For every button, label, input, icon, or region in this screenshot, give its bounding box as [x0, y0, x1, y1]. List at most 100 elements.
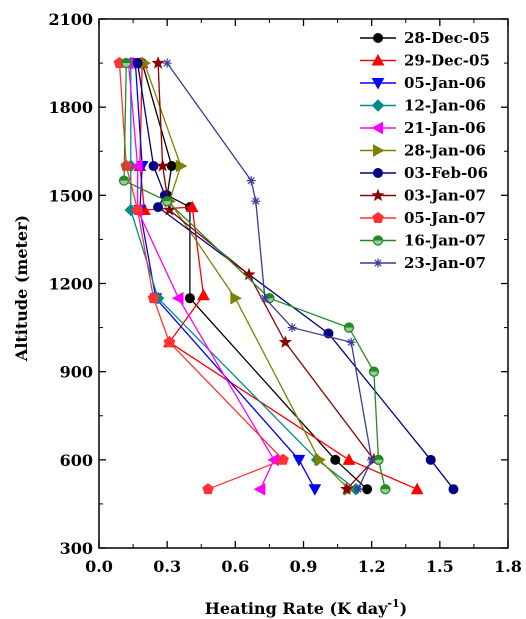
series-16-Jan-07 [118, 57, 391, 495]
x-tick-label: 0.0 [85, 557, 113, 576]
legend-label: 05-Jan-07 [404, 209, 486, 227]
legend-label: 21-Jan-06 [404, 119, 486, 137]
y-tick-label: 2100 [48, 10, 93, 29]
y-tick-label: 1800 [48, 98, 93, 117]
legend-label: 28-Dec-05 [404, 29, 490, 47]
y-tick-label: 300 [60, 539, 93, 558]
legend-item: 03-Feb-06 [360, 164, 488, 182]
x-tick-label: 1.2 [358, 557, 386, 576]
series-layer [113, 56, 459, 496]
data-point [314, 453, 326, 467]
data-point [346, 337, 356, 347]
data-point [368, 366, 380, 377]
data-point [308, 484, 322, 496]
legend-label: 03-Feb-06 [404, 164, 488, 182]
legend-label: 28-Jan-06 [404, 142, 486, 160]
x-tick-label: 1.8 [494, 557, 522, 576]
legend-label: 29-Dec-05 [404, 52, 490, 70]
legend-item: 28-Jan-06 [360, 142, 486, 160]
data-point [343, 322, 355, 333]
series-05-Jan-06 [129, 58, 322, 496]
y-axis: 300 600 900 1200 1500 1800 2100 [48, 10, 508, 558]
legend-marker [371, 121, 383, 135]
data-point [185, 200, 199, 213]
legend-item: 28-Dec-05 [360, 29, 490, 47]
series-line [141, 62, 368, 490]
legend: 28-Dec-05 29-Dec-05 05-Jan-06 12-Jan-06 21-J… [360, 29, 490, 272]
data-point [132, 58, 143, 69]
legend-item: 05-Jan-07 [360, 209, 486, 227]
series-line [143, 62, 350, 490]
data-point [171, 291, 184, 305]
data-point [380, 484, 391, 495]
legend-label: 12-Jan-06 [404, 97, 486, 115]
y-tick-label: 1200 [48, 275, 93, 294]
legend-marker [373, 258, 383, 268]
data-point [246, 176, 256, 186]
data-point [153, 202, 164, 213]
data-point [278, 335, 292, 348]
series-03-Jan-07 [151, 56, 381, 495]
x-tick-label: 1.5 [426, 557, 454, 576]
legend-item: 12-Jan-06 [360, 97, 486, 115]
legend-label: 03-Jan-07 [404, 187, 486, 205]
data-point [342, 453, 356, 465]
x-axis-title: Heating Rate (K day-1) [205, 597, 407, 618]
legend-marker [371, 53, 385, 66]
legend-marker [371, 188, 385, 202]
data-point [162, 203, 177, 216]
data-point [197, 288, 210, 301]
series-line [134, 63, 316, 490]
legend-label: 23-Jan-07 [404, 254, 486, 272]
data-point [162, 196, 173, 207]
data-point [163, 336, 176, 348]
legend-label: 16-Jan-07 [404, 232, 486, 250]
legend-marker [373, 168, 383, 178]
y-axis-title: Altitude (meter) [12, 215, 31, 362]
data-point [121, 57, 132, 69]
legend-label: 05-Jan-06 [404, 74, 486, 92]
data-point [277, 453, 289, 465]
data-point [287, 323, 297, 333]
data-point [184, 293, 195, 304]
legend-marker [372, 235, 384, 246]
data-point [253, 482, 266, 496]
data-point [292, 454, 306, 467]
legend-marker [371, 78, 385, 90]
data-point [175, 159, 188, 173]
data-point [330, 454, 341, 465]
legend-item: 29-Dec-05 [360, 52, 490, 70]
data-point [260, 293, 270, 303]
data-point [448, 484, 459, 495]
data-point [340, 482, 354, 495]
series-28-Dec-05 [137, 58, 373, 495]
x-tick-label: 0.9 [290, 557, 318, 576]
legend-marker [371, 99, 385, 112]
series-03-Feb-06 [132, 58, 459, 495]
legend-marker [373, 144, 385, 157]
data-point [147, 292, 160, 304]
data-point [131, 159, 143, 173]
y-tick-label: 1500 [48, 186, 93, 205]
data-point [230, 291, 242, 305]
series-line [123, 63, 386, 490]
x-axis: 0.0 0.3 0.6 0.9 1.2 1.5 1.8 [85, 19, 522, 576]
data-point [148, 160, 159, 171]
x-tick-label: 0.3 [153, 557, 181, 576]
x-tick-label: 0.6 [221, 557, 249, 576]
data-point [353, 484, 363, 494]
series-line [166, 62, 373, 490]
legend-marker [372, 211, 384, 223]
data-point [118, 175, 130, 186]
legend-item: 05-Jan-06 [360, 74, 486, 92]
data-point [166, 160, 177, 171]
series-29-Dec-05 [133, 56, 424, 495]
y-tick-label: 900 [60, 363, 93, 382]
series-line [139, 63, 418, 490]
series-05-Jan-07 [113, 56, 289, 495]
data-point [156, 159, 170, 172]
legend-marker [373, 33, 383, 43]
data-point [151, 56, 165, 69]
data-point [425, 454, 436, 465]
